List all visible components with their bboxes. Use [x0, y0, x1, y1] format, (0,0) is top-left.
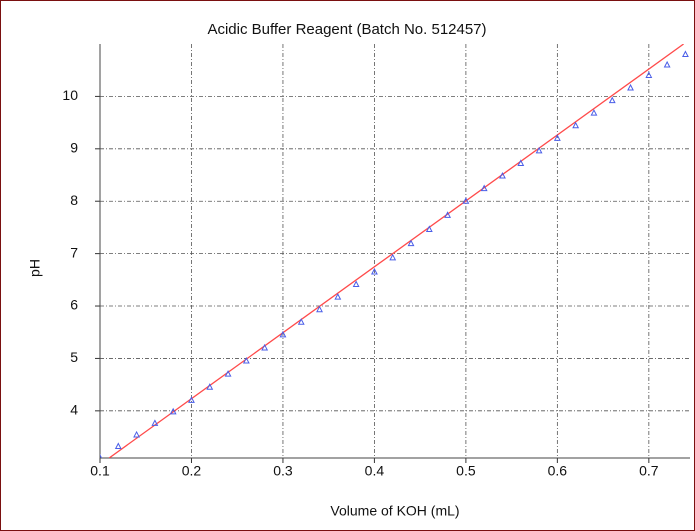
data-point	[297, 318, 305, 325]
data-point	[663, 60, 671, 68]
data-point	[444, 211, 452, 218]
data-point	[100, 453, 103, 458]
data-point	[352, 280, 360, 288]
data-point	[133, 430, 141, 438]
x-tick-label: 0.1	[90, 463, 110, 479]
data-point	[151, 419, 159, 426]
plot-area	[100, 44, 689, 458]
data-point	[389, 253, 397, 261]
data-point	[462, 197, 470, 204]
x-tick-label: 0.2	[182, 463, 202, 479]
y-tick-label: 4	[70, 402, 78, 418]
data-point	[224, 370, 232, 377]
data-point	[535, 146, 543, 154]
data-point	[572, 121, 580, 129]
y-tick-label: 5	[70, 349, 78, 365]
x-tick-label: 0.5	[456, 463, 476, 479]
data-point	[316, 305, 323, 313]
data-point	[188, 396, 195, 403]
y-tick-label: 8	[70, 192, 78, 208]
data-point	[480, 184, 488, 192]
y-tick-label: 9	[70, 140, 78, 156]
data-point	[206, 383, 214, 390]
data-point	[553, 134, 561, 141]
x-tick-label: 0.4	[365, 463, 385, 479]
x-tick-label: 0.3	[273, 463, 293, 479]
data-point	[370, 267, 378, 275]
data-point	[334, 293, 342, 300]
data-point	[114, 442, 122, 449]
data-point	[608, 96, 616, 104]
y-tick-label: 6	[70, 297, 78, 313]
x-tick-label: 0.7	[639, 463, 659, 479]
data-point	[499, 171, 506, 179]
fit-line	[108, 44, 684, 458]
data-point	[242, 356, 250, 364]
data-point	[682, 50, 689, 57]
data-point	[425, 225, 433, 233]
x-axis-label: Volume of KOH (mL)	[330, 503, 459, 519]
data-point	[407, 239, 415, 247]
data-point	[279, 330, 287, 338]
data-point	[261, 343, 269, 351]
y-tick-label: 7	[70, 244, 78, 260]
y-axis-label: pH	[27, 259, 43, 277]
data-point	[590, 109, 598, 116]
chart-title: Acidic Buffer Reagent (Batch No. 512457)	[207, 21, 486, 38]
data-point	[645, 71, 653, 78]
x-tick-label: 0.6	[548, 463, 568, 479]
data-point	[169, 407, 177, 415]
data-point	[627, 83, 634, 91]
y-tick-label: 10	[62, 87, 78, 103]
data-point	[517, 159, 525, 166]
